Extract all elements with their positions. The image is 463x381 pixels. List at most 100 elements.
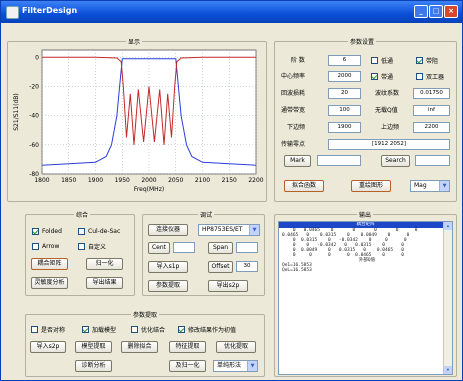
y-tick-label: -40 — [29, 113, 39, 120]
method-select[interactable]: 单纯形法 ▼ — [213, 360, 258, 372]
unloaded-q-label: 无载Q值 — [375, 107, 398, 114]
order-input[interactable]: 6 — [328, 55, 361, 66]
return-loss-label: 回波损耗 — [281, 90, 306, 97]
output-scrollbar[interactable]: ▲ ▼ — [443, 222, 452, 374]
import-s1p-button[interactable]: 导入s1p — [148, 261, 188, 273]
arrow-check-icon — [32, 242, 39, 250]
lower-freq-input[interactable]: 1900 — [328, 122, 361, 133]
offset-button[interactable]: Offset — [208, 261, 233, 273]
load-model-check-icon — [82, 325, 89, 333]
y-axis-label: S21/S11(dB) — [13, 93, 20, 131]
coupling-matrix-button[interactable]: 耦合矩阵 — [31, 258, 68, 270]
matrix-row: 0.0465 0 0.0315 0 0.0049 0 0 — [282, 233, 410, 238]
return-loss-input[interactable]: 20 — [328, 88, 361, 99]
output-textbox[interactable]: 耦合矩阵 0 0.0465 0 0 0 0 0 0.0465 0 0.0315 … — [278, 221, 453, 375]
matrix-row: 0 0.0315 0 -0.0342 0 0 0 — [282, 238, 407, 243]
tuning-group-title: 调试 — [198, 210, 215, 219]
chevron-down-icon: ▼ — [249, 225, 259, 235]
upper-freq-label: 上边频 — [381, 124, 400, 131]
export-s2p-button[interactable]: 导出s2p — [208, 280, 248, 292]
use-as-initial-checkbox[interactable]: 修改结果作为初值 — [178, 324, 236, 334]
normalize-button[interactable]: 归一化 — [86, 258, 123, 270]
bandstop-checkbox[interactable]: 带阻 — [416, 55, 438, 65]
matrix-row: 0 0.0049 0 0.0315 0 0.0465 0 — [282, 248, 404, 253]
transmission-zeros-input[interactable]: [1912 2052] — [328, 139, 450, 150]
search-button[interactable]: Search — [381, 155, 410, 167]
sensitivity-button[interactable]: 灵敏度分析 — [31, 277, 68, 289]
ripple-label: 波纹系数 — [375, 90, 400, 97]
series-line — [41, 58, 257, 166]
mark-button[interactable]: Mark — [284, 155, 311, 167]
span-button[interactable]: Span — [208, 242, 233, 254]
params-group: 参数设置 阶 数 6 低通 带阻 中心频率 2000 带通 双工器 回波损耗 2… — [274, 37, 457, 202]
instrument-model-select[interactable]: HP8753ES/ET ▼ — [198, 224, 260, 236]
lowpass-checkbox[interactable]: 低通 — [371, 55, 393, 65]
display-group: 显示 0 -20 -40 -60 -80 1800 1850 1900 1950 2000 2050… — [7, 37, 267, 202]
span-input[interactable] — [236, 242, 258, 253]
search-input[interactable] — [415, 155, 450, 166]
symmetric-checkbox[interactable]: 是否对称 — [31, 324, 65, 334]
optimize-combine-check-icon — [131, 325, 138, 333]
export-result-button[interactable]: 导出结果 — [86, 277, 123, 289]
import-s2p-button[interactable]: 导入s2p — [30, 341, 66, 353]
arrow-checkbox[interactable]: Arrow — [32, 241, 59, 251]
offset-input[interactable]: 30 — [236, 261, 258, 272]
duplexer-label: 双工器 — [426, 73, 445, 81]
x-tick-label: 1850 — [61, 177, 76, 184]
upper-freq-input[interactable]: 2200 — [413, 122, 450, 133]
culdesac-check-icon — [78, 227, 85, 235]
passband-input[interactable]: 100 — [328, 105, 361, 116]
redraw-button[interactable]: 重绘图形 — [351, 180, 391, 192]
renormalize-button[interactable]: 及归一化 — [169, 360, 206, 372]
symmetric-label: 是否对称 — [41, 326, 66, 334]
scroll-up-icon[interactable]: ▲ — [444, 222, 452, 230]
culdesac-checkbox[interactable]: Cul-de-Sac — [78, 226, 120, 236]
delete-fit-button[interactable]: 删除拟合 — [121, 341, 158, 353]
use-as-initial-label: 修改结果作为初值 — [188, 326, 237, 334]
model-extract-button[interactable]: 模型提取 — [75, 341, 112, 353]
arrow-label: Arrow — [42, 242, 60, 250]
bandpass-checkbox[interactable]: 带通 — [371, 71, 393, 81]
custom-checkbox[interactable]: 自定义 — [78, 241, 106, 251]
y-tick-label: -80 — [29, 171, 39, 178]
custom-label: 自定义 — [88, 243, 107, 251]
title-bar: FilterDesign _ □ × — [1, 1, 462, 23]
param-extract-button[interactable]: 参数提取 — [148, 280, 188, 292]
optimize-combine-checkbox[interactable]: 优化结合 — [131, 324, 165, 334]
optimize-combine-label: 优化结合 — [141, 326, 166, 334]
plot-area — [41, 49, 257, 175]
display-mode-value: Mag — [414, 182, 427, 189]
cent-button[interactable]: Cent — [148, 242, 170, 254]
load-model-checkbox[interactable]: 加载模型 — [82, 324, 116, 334]
maximize-icon: □ — [432, 7, 440, 15]
folded-label: Folded — [42, 227, 62, 235]
fit-function-button[interactable]: 拟合函数 — [284, 180, 324, 192]
window-title: FilterDesign — [22, 6, 78, 15]
q-row: QeL=16.5853 — [282, 268, 312, 273]
folded-checkbox[interactable]: Folded — [32, 226, 62, 236]
diagnose-button[interactable]: 诊断分析 — [75, 360, 112, 372]
chevron-down-icon: ▼ — [247, 361, 257, 371]
mark-input[interactable] — [317, 155, 361, 166]
transmission-zeros-label: 传输零点 — [281, 141, 306, 148]
connect-instrument-button[interactable]: 连接仪器 — [148, 224, 188, 236]
maximize-button[interactable]: □ — [429, 5, 443, 18]
cent-input[interactable] — [173, 242, 195, 253]
bandpass-label: 带通 — [381, 73, 394, 81]
method-value: 单纯形法 — [217, 362, 242, 369]
close-button[interactable]: × — [444, 5, 458, 18]
center-freq-input[interactable]: 2000 — [328, 71, 361, 82]
duplexer-checkbox[interactable]: 双工器 — [416, 71, 444, 81]
scroll-down-icon[interactable]: ▼ — [444, 366, 452, 374]
unloaded-q-input[interactable]: inf — [413, 105, 450, 116]
display-mode-select[interactable]: Mag ▼ — [410, 180, 450, 192]
ripple-input[interactable]: 0.01750 — [413, 88, 450, 99]
optimize-extract-button[interactable]: 优化提取 — [216, 341, 256, 353]
bandstop-label: 带阻 — [426, 57, 439, 65]
minimize-button[interactable]: _ — [414, 5, 428, 18]
x-tick-label: 2200 — [248, 177, 263, 184]
custom-check-icon — [78, 242, 85, 250]
feature-extract-button[interactable]: 特征提取 — [169, 341, 206, 353]
